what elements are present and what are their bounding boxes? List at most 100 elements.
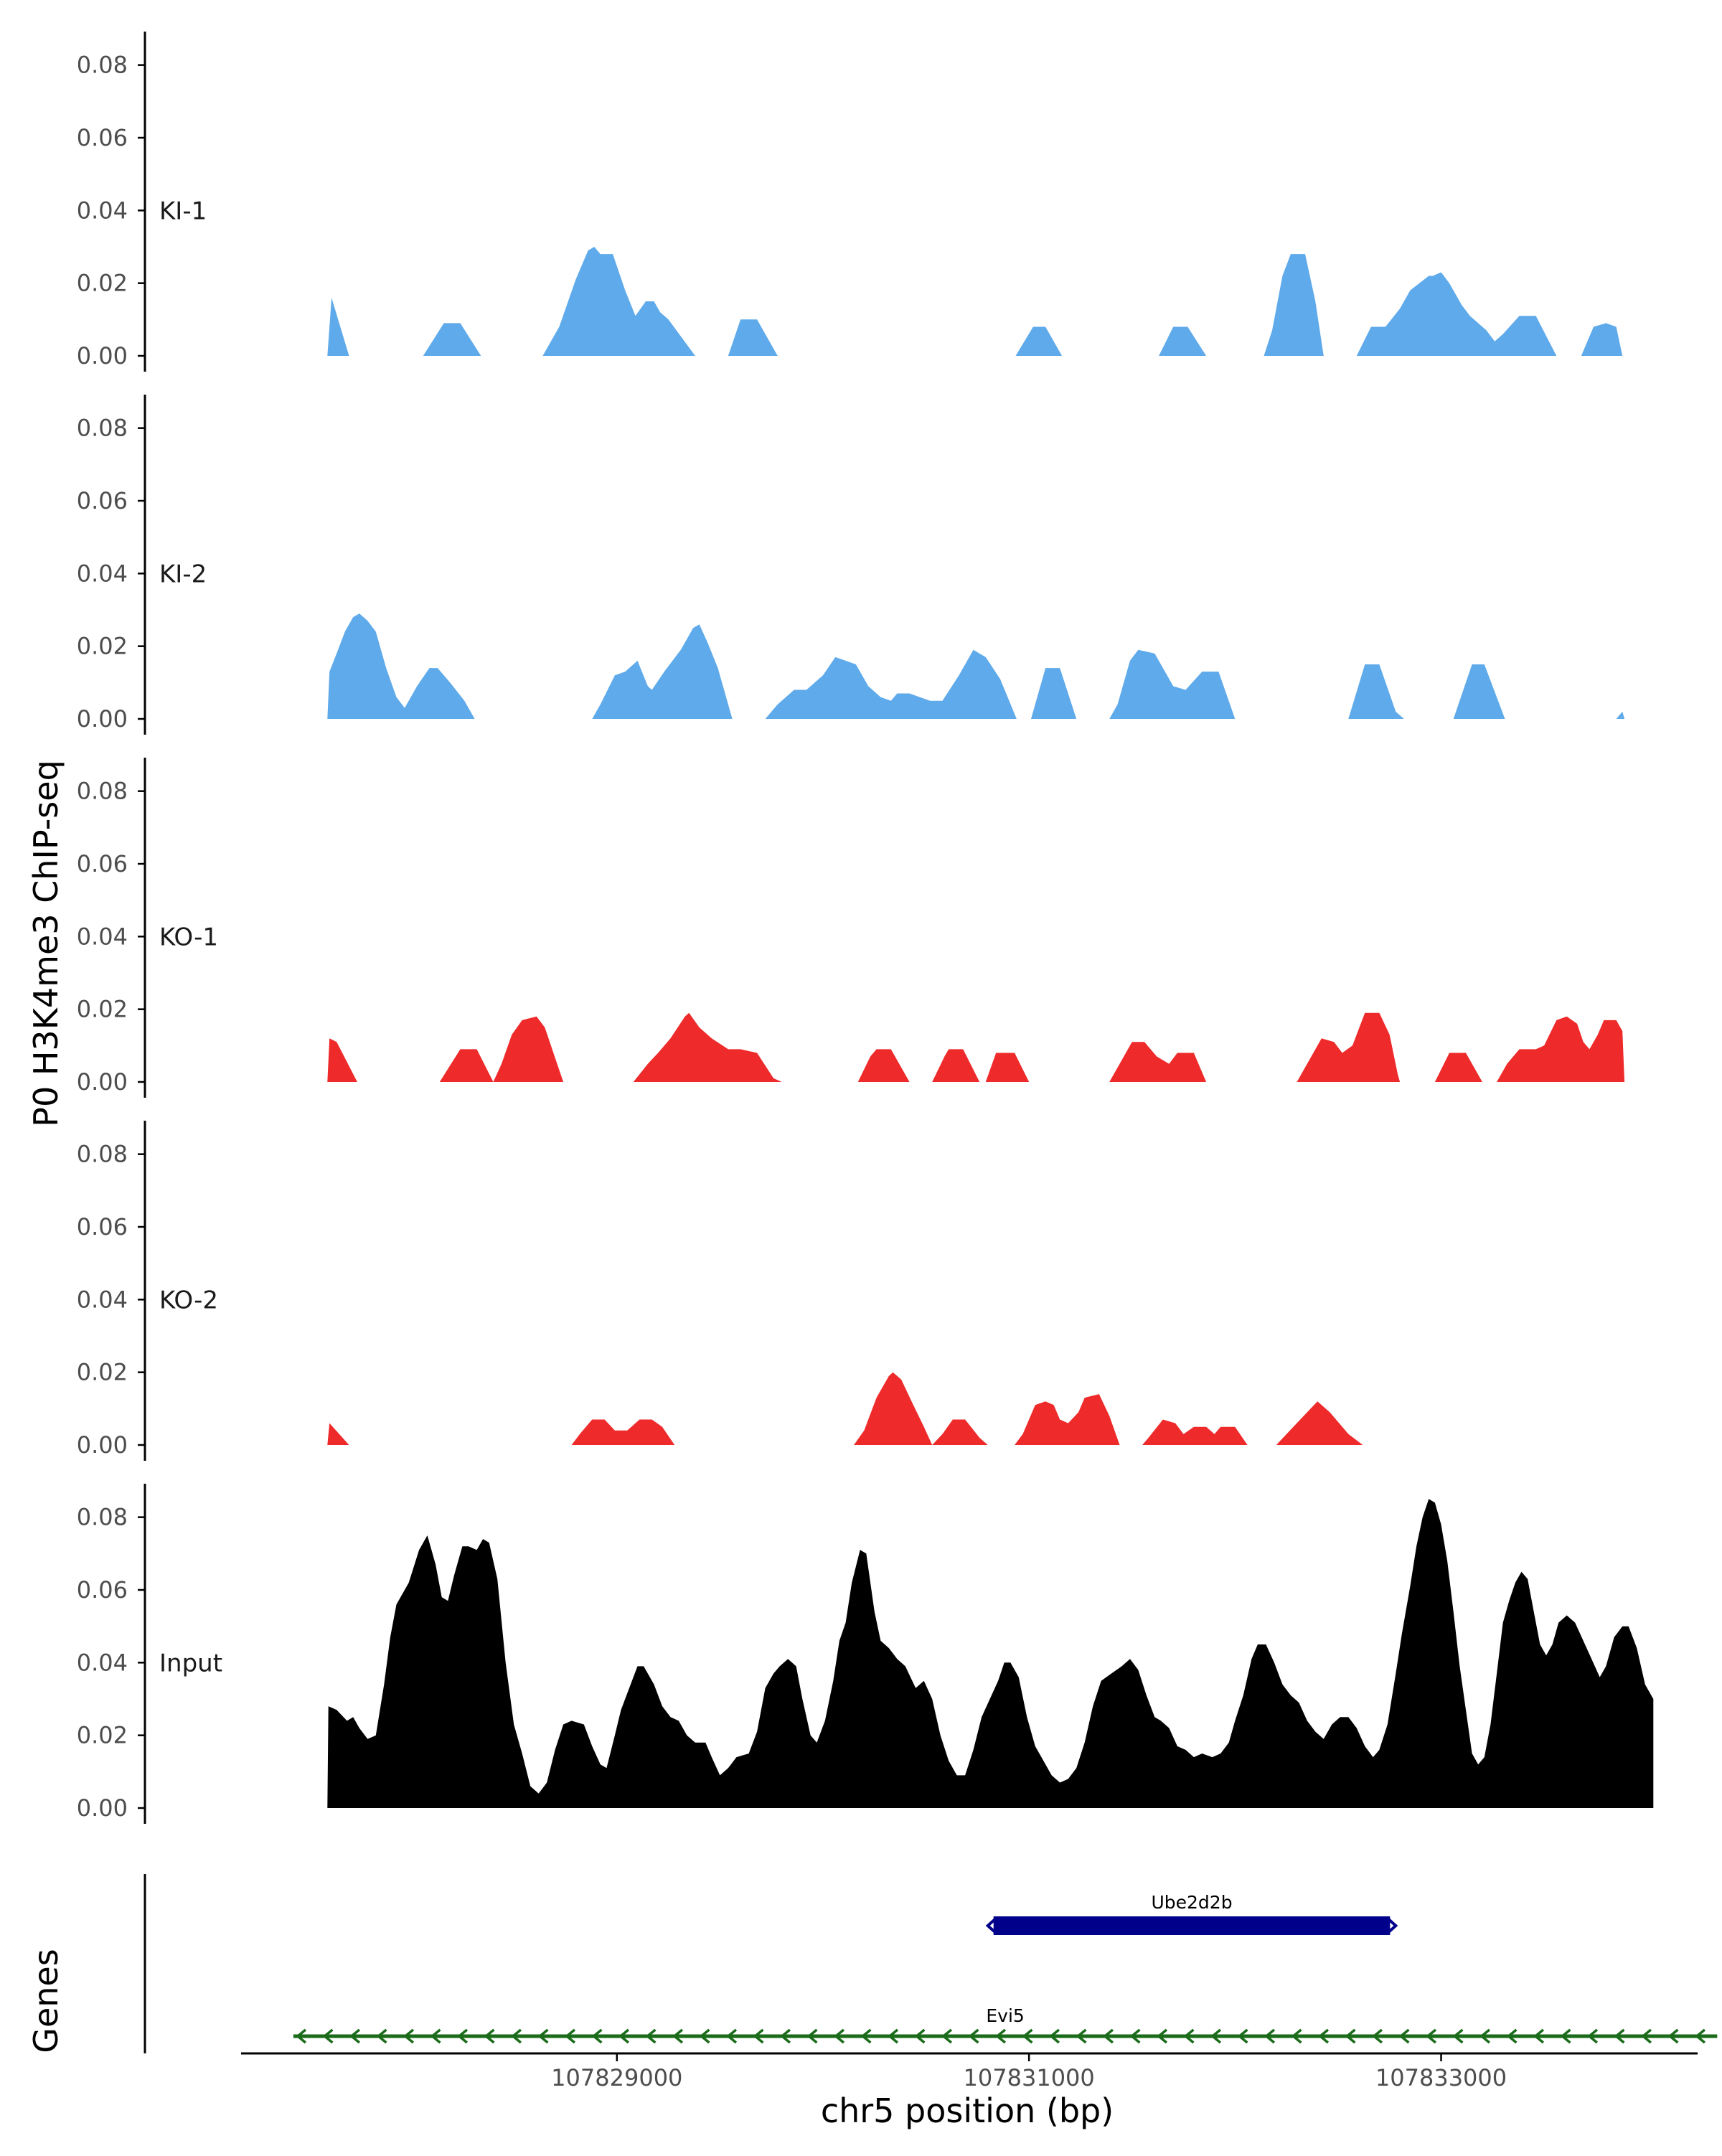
strand-arrow: [968, 2028, 979, 2044]
strand-arrow: [726, 2028, 738, 2044]
strand-arrow: [349, 2028, 361, 2044]
strand-arrow: [1076, 2028, 1087, 2044]
coverage-area-ki-2: [327, 613, 1625, 719]
track-panel-input: 0.00 0.02 0.04 0.06 0.08 Input: [77, 1484, 1654, 1824]
coverage-area-input: [327, 1499, 1654, 1808]
strand-arrow: [1049, 2028, 1060, 2044]
strand-arrow: [376, 2028, 387, 2044]
strand-arrow: [618, 2028, 630, 2044]
y-tick-label: 0.06: [77, 1576, 128, 1604]
y-tick-label: 0.08: [77, 52, 128, 79]
y-tick-label: 0.06: [77, 1213, 128, 1241]
strand-arrow: [753, 2028, 764, 2044]
y-tick-label: 0.00: [77, 705, 128, 733]
strand-arrow: [941, 2028, 953, 2044]
genes-track-title: Genes: [27, 1949, 65, 2053]
y-tick-label: 0.06: [77, 850, 128, 877]
y-tick-label: 0.06: [77, 124, 128, 151]
genes-layer: Genes Ube2d2b Evi5: [27, 1874, 1718, 2053]
track-panel-ki-1: 0.00 0.02 0.04 0.06 0.08 KI-1: [77, 32, 1623, 372]
strand-arrow: [1695, 2028, 1706, 2044]
strand-arrow: [1560, 2028, 1571, 2044]
x-tick-label: 107829000: [551, 2064, 682, 2091]
gene-label: Ube2d2b: [1151, 1892, 1232, 1913]
coverage-area-ko-2: [327, 1372, 1363, 1445]
track-label-ki-2: KI-2: [159, 560, 207, 588]
strand-arrow: [1587, 2028, 1599, 2044]
strand-arrow: [296, 2028, 307, 2044]
track-label-ko-1: KO-1: [159, 923, 218, 951]
strand-arrow: [985, 1918, 997, 1934]
y-tick-label: 0.00: [77, 1068, 128, 1096]
track-panel-ki-2: 0.00 0.02 0.04 0.06 0.08 KI-2: [77, 395, 1625, 735]
x-axis: 107829000 107831000 107833000: [241, 2052, 1698, 2091]
coverage-area-ko-1: [327, 1012, 1625, 1082]
gene-label: Evi5: [986, 2005, 1024, 2026]
track-label-ko-2: KO-2: [159, 1286, 218, 1314]
strand-arrow: [1264, 2028, 1276, 2044]
y-tick-label: 0.04: [77, 923, 128, 950]
gene-ube2d2b: Ube2d2b: [985, 1892, 1398, 1935]
strand-arrow: [888, 2028, 899, 2044]
strand-arrow: [860, 2028, 872, 2044]
x-tick-label: 107833000: [1375, 2064, 1507, 2091]
strand-arrow: [672, 2028, 684, 2044]
strand-arrow: [430, 2028, 441, 2044]
y-tick-label: 0.02: [77, 270, 128, 297]
x-axis-title: chr5 position (bp): [821, 2091, 1114, 2130]
strand-arrow: [1157, 2028, 1168, 2044]
y-tick-label: 0.08: [77, 778, 128, 805]
strand-arrow: [1533, 2028, 1545, 2044]
strand-arrow: [806, 2028, 818, 2044]
strand-arrow: [699, 2028, 710, 2044]
track-panel-ko-1: 0.00 0.02 0.04 0.06 0.08 KO-1: [77, 758, 1625, 1098]
y-tick-label: 0.02: [77, 996, 128, 1023]
y-tick-label: 0.08: [77, 415, 128, 442]
strand-arrow: [1452, 2028, 1464, 2044]
y-tick-label: 0.06: [77, 487, 128, 514]
strand-arrow: [1022, 2028, 1033, 2044]
track-panel-ko-2: 0.00 0.02 0.04 0.06 0.08 KO-2: [77, 1121, 1363, 1461]
strand-arrow: [1641, 2028, 1652, 2044]
y-tick-label: 0.04: [77, 197, 128, 224]
x-tick-label: 107831000: [964, 2064, 1095, 2091]
strand-arrow: [1667, 2028, 1679, 2044]
strand-arrow: [780, 2028, 791, 2044]
strand-arrow: [457, 2028, 469, 2044]
y-tick-label: 0.04: [77, 1286, 128, 1313]
track-label-ki-1: KI-1: [159, 197, 207, 225]
tracks-layer: 0.00 0.02 0.04 0.06 0.08 KI-1 0.00 0.02 0.04 0.06…: [77, 32, 1654, 1824]
y-tick-label: 0.04: [77, 560, 128, 587]
strand-arrow: [537, 2028, 549, 2044]
gene-evi5: Evi5: [293, 2005, 1718, 2044]
strand-arrow: [403, 2028, 415, 2044]
strand-arrow: [1345, 2028, 1356, 2044]
y-tick-label: 0.00: [77, 342, 128, 369]
y-tick-label: 0.02: [77, 1722, 128, 1749]
y-axis-title: P0 H3K4me3 ChIP-seq: [27, 760, 65, 1127]
strand-arrow: [645, 2028, 657, 2044]
y-tick-label: 0.04: [77, 1649, 128, 1676]
strand-arrow: [1614, 2028, 1625, 2044]
strand-arrow: [1479, 2028, 1491, 2044]
strand-arrow: [322, 2028, 334, 2044]
strand-arrow: [1210, 2028, 1222, 2044]
strand-arrow: [914, 2028, 926, 2044]
y-tick-label: 0.08: [77, 1141, 128, 1168]
strand-arrow: [511, 2028, 522, 2044]
strand-arrow: [565, 2028, 576, 2044]
y-tick-label: 0.02: [77, 1359, 128, 1386]
strand-arrow: [834, 2028, 845, 2044]
strand-arrow: [1426, 2028, 1437, 2044]
strand-arrow: [1291, 2028, 1302, 2044]
y-tick-label: 0.08: [77, 1504, 128, 1531]
y-tick-label: 0.00: [77, 1794, 128, 1822]
strand-arrow: [1318, 2028, 1330, 2044]
strand-arrow: [1372, 2028, 1383, 2044]
strand-arrow: [1237, 2028, 1248, 2044]
coverage-area-ki-1: [327, 247, 1623, 356]
strand-arrow: [484, 2028, 495, 2044]
strand-arrow: [995, 2028, 1007, 2044]
